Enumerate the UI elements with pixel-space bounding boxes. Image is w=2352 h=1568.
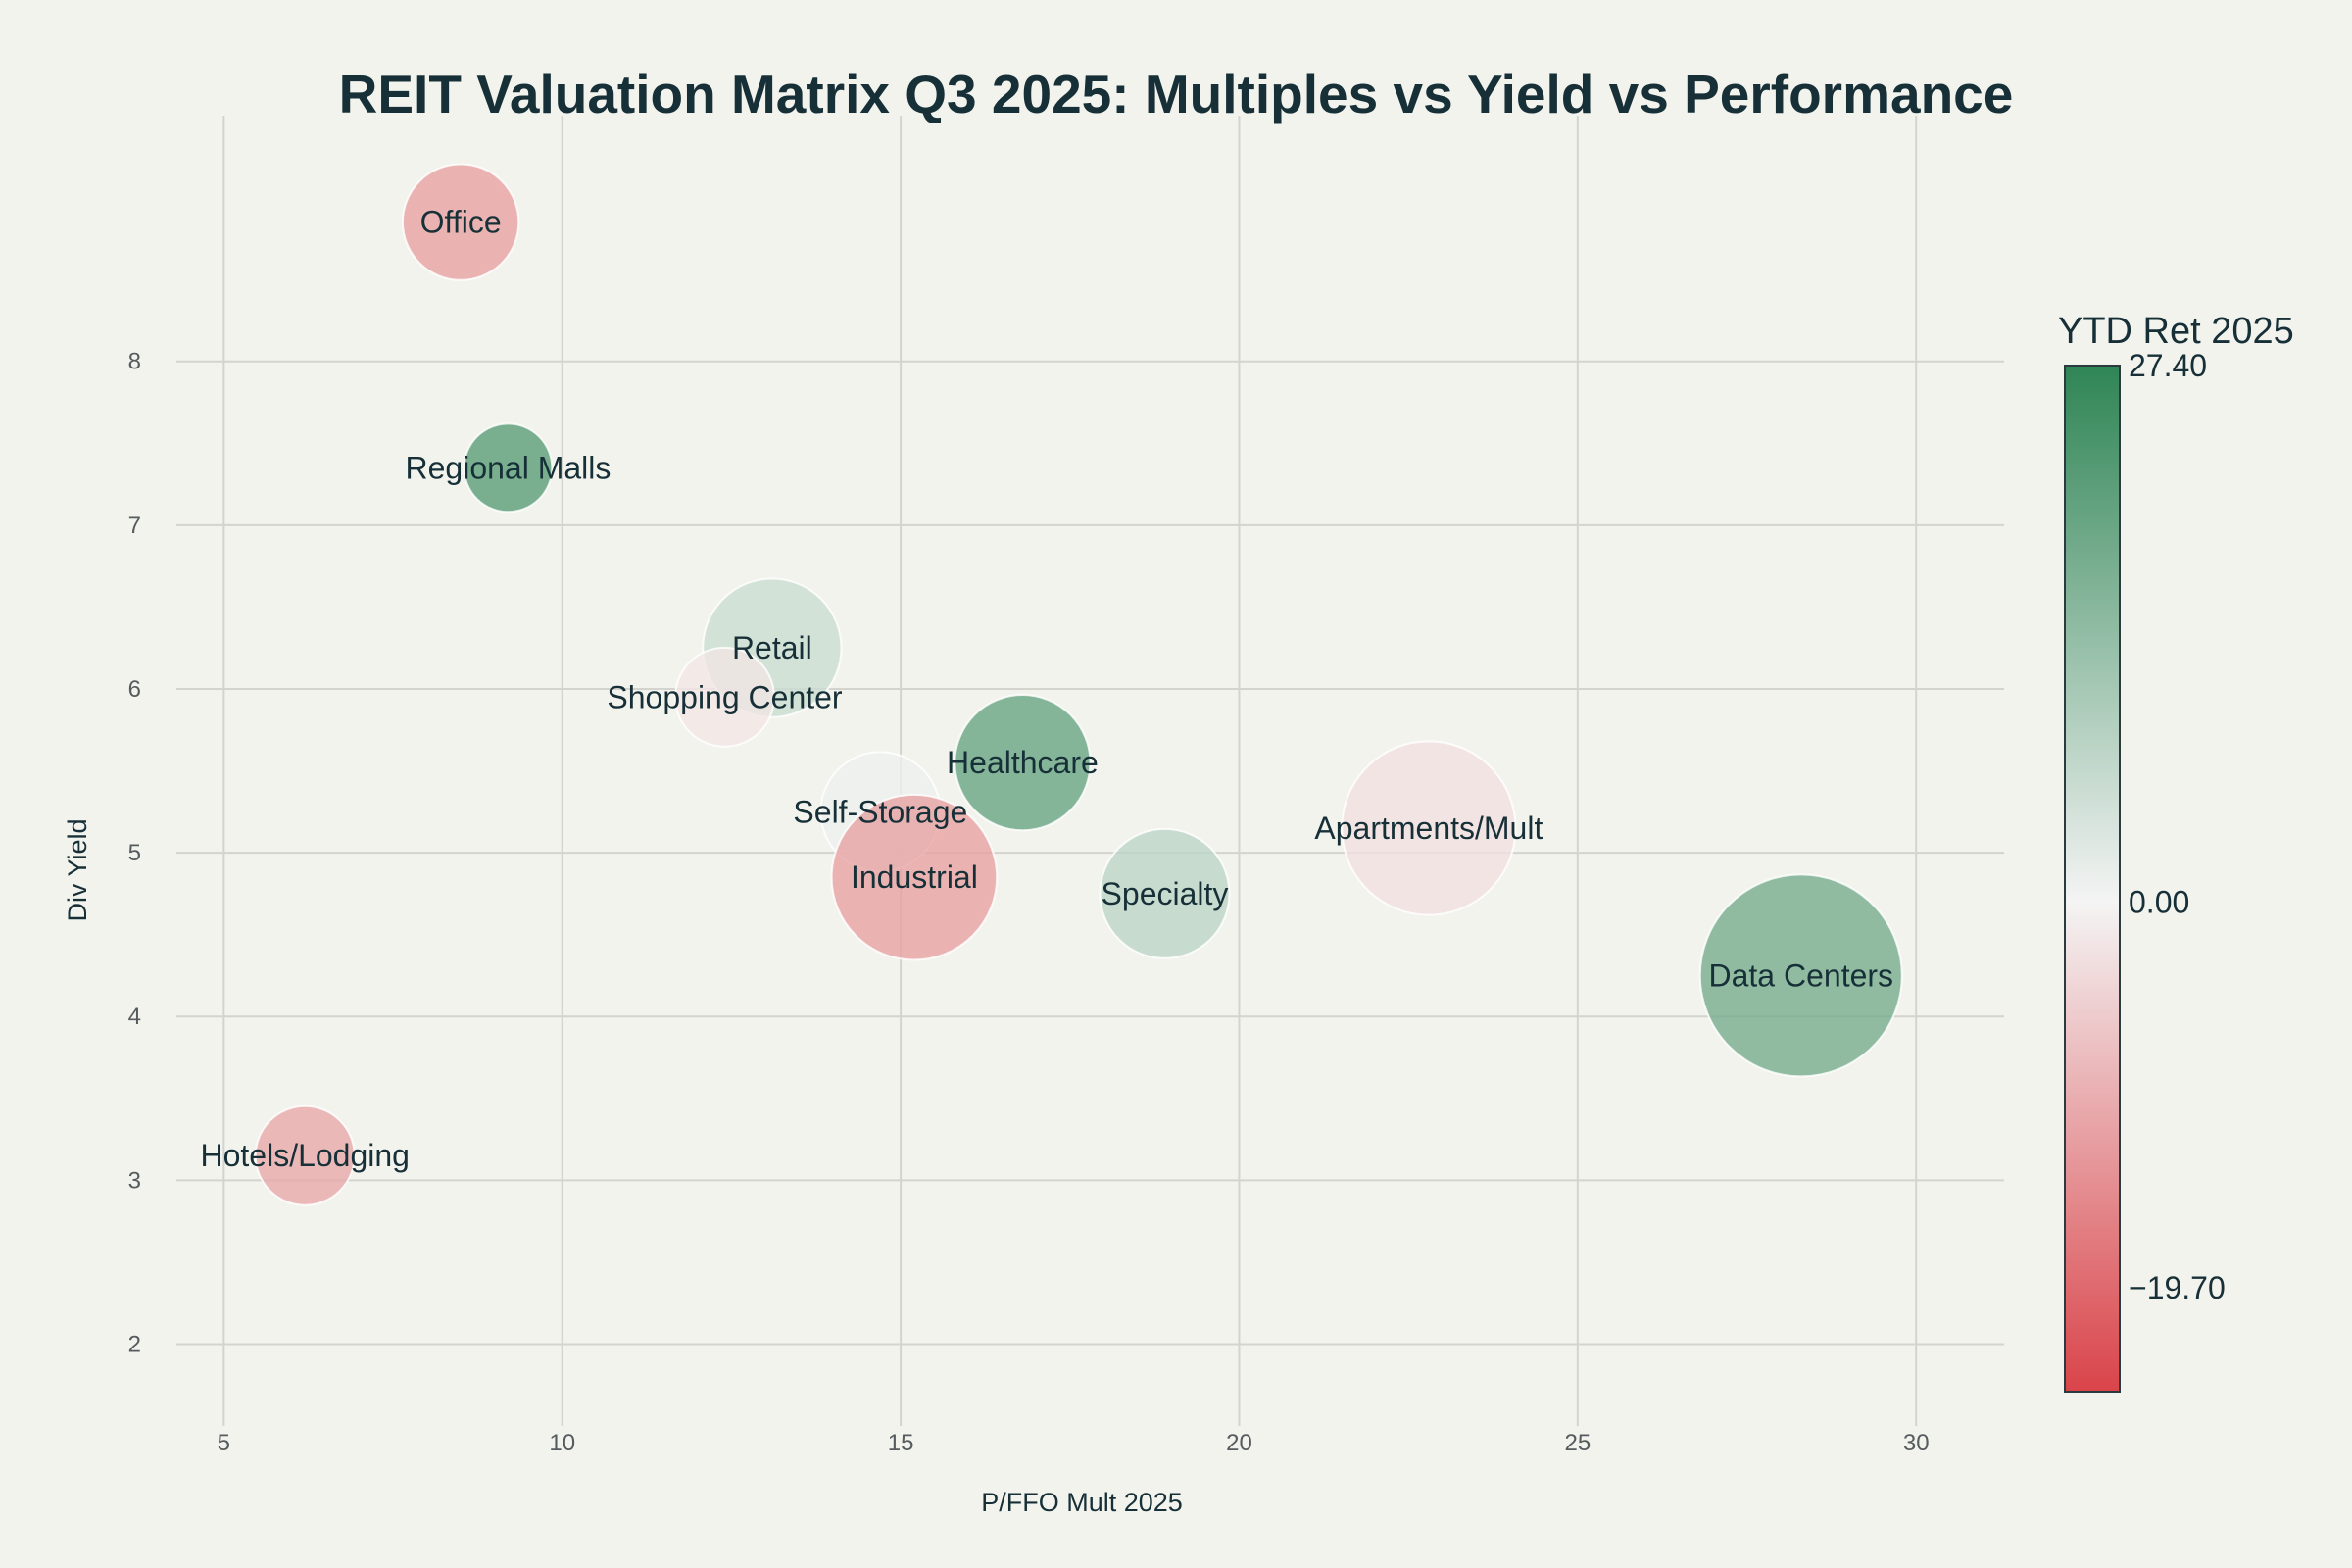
bubble-label: Self-Storage: [793, 794, 967, 829]
bubble-data-centers[interactable]: [1698, 873, 1903, 1078]
bubble-label: Data Centers: [1709, 957, 1894, 993]
x-tick-label: 20: [1226, 1430, 1252, 1456]
y-axis-title: Div Yield: [63, 818, 92, 921]
y-tick-label: 2: [128, 1331, 141, 1357]
colorbar-ticks: 27.40 0.00 −19.70: [2129, 348, 2226, 1305]
bubble-label: Hotels/Lodging: [200, 1138, 409, 1173]
y-tick-label: 5: [128, 840, 141, 866]
chart-title: REIT Valuation Matrix Q3 2025: Multiples…: [339, 64, 2014, 124]
x-axis-title: P/FFO Mult 2025: [981, 1488, 1183, 1517]
y-tick-label: 4: [128, 1004, 141, 1030]
colorbar: YTD Ret 2025 27.40 0.00 −19.70: [2058, 311, 2294, 1393]
bubble-apartments-mult[interactable]: [1341, 740, 1517, 916]
x-tick-label: 5: [218, 1430, 230, 1456]
bubble-label: Regional Malls: [406, 450, 612, 485]
bubble-label: Retail: [732, 630, 812, 665]
x-tick-label: 10: [549, 1430, 575, 1456]
bubble-label: Office: [420, 205, 502, 240]
bubble-series: [254, 163, 1903, 1206]
bubble-hotels-lodging[interactable]: [254, 1104, 356, 1206]
bubble-healthcare[interactable]: [954, 694, 1092, 832]
y-tick-label: 6: [128, 676, 141, 703]
bubble-label: Healthcare: [947, 745, 1099, 780]
bubble-shopping-center[interactable]: [674, 646, 775, 748]
colorbar-tick-label: −19.70: [2129, 1270, 2226, 1305]
gridlines: [176, 116, 2004, 1426]
bubble-specialty[interactable]: [1099, 827, 1231, 959]
x-tick-label: 30: [1903, 1430, 1930, 1456]
bubble-industrial[interactable]: [830, 793, 999, 961]
bubble-label: Shopping Center: [607, 679, 843, 714]
axis-ticks: 5 10 15 20 25 30 2 3 4 5 6 7 8: [128, 349, 1930, 1456]
colorbar-tick-label: 27.40: [2129, 348, 2207, 383]
bubble-labels: Office Regional Malls Retail Shopping Cente…: [200, 205, 1893, 1174]
bubble-office[interactable]: [401, 163, 520, 281]
y-tick-label: 7: [128, 513, 141, 539]
colorbar-title: YTD Ret 2025: [2058, 311, 2294, 352]
x-tick-label: 25: [1564, 1430, 1591, 1456]
x-tick-label: 15: [888, 1430, 914, 1456]
y-tick-label: 3: [128, 1167, 141, 1194]
bubble-label: Apartments/Mult: [1314, 810, 1543, 846]
colorbar-gradient: [2064, 365, 2121, 1393]
bubble-regional-malls[interactable]: [463, 422, 554, 514]
y-tick-label: 8: [128, 349, 141, 375]
colorbar-tick-label: 0.00: [2129, 884, 2189, 919]
bubble-label: Specialty: [1102, 876, 1229, 911]
bubble-label: Industrial: [851, 859, 978, 895]
